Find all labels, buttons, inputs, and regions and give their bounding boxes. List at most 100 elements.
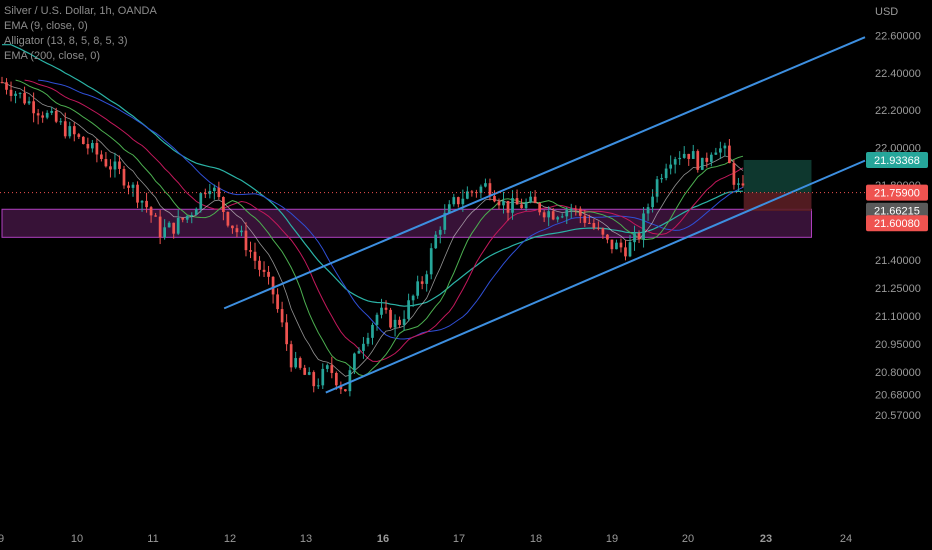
time-axis[interactable]: 9 10 11 12 13 16 17 18 19 20 23 24 — [0, 533, 852, 545]
candle — [515, 189, 519, 205]
time-axis-tick: 23 — [760, 533, 772, 545]
channel-lines-layer[interactable] — [223, 36, 866, 394]
candle — [574, 205, 578, 216]
candle — [41, 111, 45, 123]
legend-alligator[interactable]: Alligator (13, 8, 5, 8, 5, 3) — [4, 35, 128, 47]
candle — [642, 207, 645, 248]
candle — [185, 215, 189, 223]
candle — [691, 144, 695, 160]
candle — [565, 207, 569, 225]
price-axis-tick: 21.25000 — [875, 283, 921, 295]
price-axis-tick: 21.40000 — [875, 255, 921, 267]
candle — [122, 165, 126, 189]
candle — [267, 265, 270, 285]
candle — [416, 275, 420, 299]
candle — [362, 337, 365, 359]
candle — [624, 240, 627, 261]
legend-ema200[interactable]: EMA (200, close, 0) — [4, 50, 100, 62]
candle — [434, 231, 438, 249]
candle — [271, 276, 275, 304]
candle — [100, 150, 103, 162]
candle — [709, 152, 713, 167]
candle — [587, 214, 591, 225]
candle — [728, 139, 731, 164]
support-zone-box[interactable] — [1, 208, 812, 238]
candle — [696, 149, 700, 173]
time-axis-tick: 16 — [377, 533, 389, 545]
candle — [140, 200, 144, 212]
candle — [32, 92, 35, 123]
channel-upper-line[interactable] — [223, 36, 866, 310]
candle — [705, 152, 709, 168]
candle — [411, 294, 415, 307]
candle — [520, 198, 523, 209]
ema200-line-layer — [2, 44, 744, 307]
ema200-line — [2, 44, 744, 307]
time-axis-tick: 17 — [453, 533, 465, 545]
time-axis-tick: 20 — [682, 533, 694, 545]
svg-text:21.75900: 21.75900 — [874, 188, 920, 200]
price-badge: 21.66215 — [866, 202, 928, 219]
candle — [240, 225, 243, 237]
candle — [316, 378, 320, 390]
channel-lower-line[interactable] — [325, 159, 866, 394]
candle — [244, 222, 248, 257]
candle — [371, 322, 374, 345]
candles-layer — [0, 76, 745, 397]
price-axis-tick: 22.60000 — [875, 30, 921, 42]
candle — [438, 226, 442, 244]
candle — [615, 239, 618, 250]
candle — [660, 173, 663, 183]
candle — [45, 110, 49, 120]
candle — [276, 288, 279, 313]
candle — [131, 182, 135, 197]
candle — [72, 122, 76, 142]
candle — [456, 196, 460, 208]
candle — [493, 190, 496, 203]
candle — [366, 332, 370, 347]
candle — [253, 242, 257, 270]
candle — [289, 340, 293, 372]
candle — [407, 293, 410, 322]
position-target-zone[interactable] — [743, 159, 812, 193]
candle — [542, 209, 546, 222]
price-badge: 21.93368 — [866, 151, 928, 168]
price-axis-tick: 20.57000 — [875, 410, 921, 422]
candle — [194, 207, 198, 216]
candle — [14, 91, 17, 104]
candle — [425, 270, 429, 292]
candle — [465, 186, 469, 200]
candle — [18, 92, 22, 99]
price-axis-tick: 21.10000 — [875, 311, 921, 323]
candle — [321, 363, 325, 390]
legend-symbol[interactable]: Silver / U.S. Dollar, 1h, OANDA — [4, 5, 157, 17]
svg-text:21.66215: 21.66215 — [874, 206, 920, 218]
ema9-line — [1, 81, 744, 377]
candle — [334, 371, 338, 390]
price-badge: 21.75900 — [866, 184, 928, 201]
candle — [312, 370, 316, 393]
candle — [136, 181, 139, 209]
candle — [280, 301, 284, 328]
candle — [452, 193, 456, 207]
candle — [737, 177, 740, 193]
candle — [203, 188, 207, 199]
price-axis-tick: 20.80000 — [875, 367, 921, 379]
time-axis-tick: 18 — [530, 533, 542, 545]
candle — [95, 138, 99, 163]
time-axis-tick: 19 — [606, 533, 618, 545]
candle — [646, 203, 650, 221]
position-tool-layer[interactable] — [743, 159, 812, 211]
candle — [330, 356, 334, 379]
candle — [176, 210, 180, 236]
candle — [633, 225, 636, 251]
candle — [262, 261, 266, 278]
legend-ema9[interactable]: EMA (9, close, 0) — [4, 20, 88, 32]
candle — [36, 109, 40, 125]
svg-text:21.93368: 21.93368 — [874, 155, 920, 167]
candle — [502, 191, 505, 214]
candle — [592, 219, 596, 230]
candle — [294, 351, 298, 369]
candle — [63, 112, 67, 139]
